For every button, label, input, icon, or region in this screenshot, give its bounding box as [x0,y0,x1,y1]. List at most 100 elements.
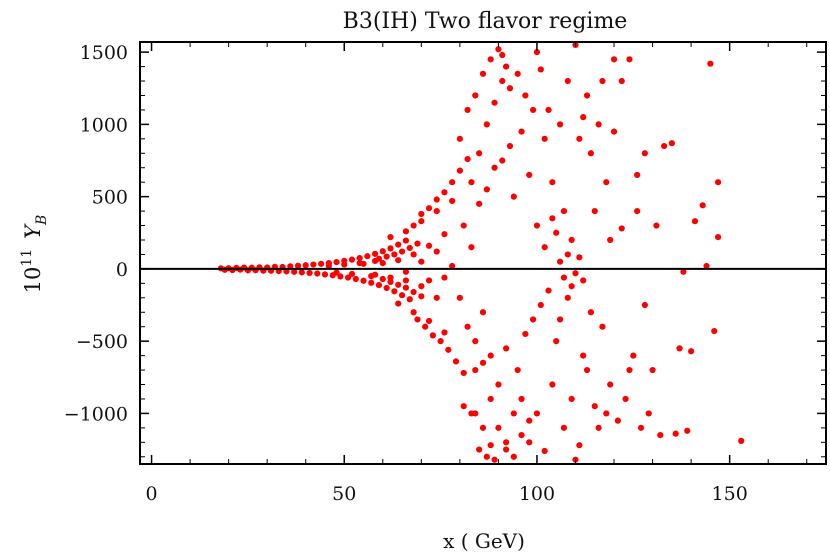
data-point [568,236,575,244]
data-point [422,323,429,330]
data-point [738,437,745,444]
data-point [711,327,718,335]
data-point [553,229,560,236]
data-point [549,381,556,388]
data-point [287,263,294,270]
x-tick-labels: 0 50 100 150 [146,483,748,505]
data-point [634,207,641,215]
x-tick-label: 50 [332,483,356,505]
data-point [641,301,648,309]
data-point [410,288,417,296]
data-point [352,275,359,283]
data-point [398,292,406,299]
data-point [691,218,699,225]
y-axis-label-variable: Y [21,223,45,239]
y-tick-label: 1500 [80,42,128,64]
data-point [441,231,448,238]
data-point [637,424,645,431]
y-tick-label: −1000 [64,403,128,425]
data-point [449,262,456,270]
data-point [572,270,579,277]
data-point [634,171,641,179]
data-point [387,274,394,281]
data-point [418,218,425,225]
data-point [714,234,722,241]
x-tick-label: 150 [712,483,748,505]
data-point [618,225,625,232]
data-point [560,207,568,215]
data-point [537,301,544,309]
data-point [533,49,541,56]
data-point [495,381,502,388]
data-point [483,121,490,128]
data-point [580,352,587,359]
data-point [626,366,633,374]
data-point [479,70,487,77]
data-point [530,106,537,114]
data-point [472,366,479,374]
data-point [472,92,479,99]
data-point [533,410,541,417]
data-point [360,277,367,284]
data-point [545,287,552,294]
data-point [333,269,340,276]
data-point [560,424,568,431]
data-point [499,51,506,59]
data-point [337,273,344,280]
data-point [630,352,637,359]
data-point [653,222,660,229]
data-point [518,395,525,403]
data-point [580,277,587,284]
svg-text:1011YB: 1011 YB [19,215,50,294]
data-point [518,431,525,439]
data-point [456,135,463,142]
data-point [464,323,471,330]
data-point [314,270,321,277]
data-point [549,179,556,186]
data-point [402,228,410,235]
data-point [560,274,568,281]
data-point [522,92,529,99]
data-point [464,155,471,163]
data-point [449,179,456,186]
data-point [348,256,356,263]
data-point [684,427,691,434]
data-point [294,262,302,269]
data-point [298,269,305,276]
data-point [410,251,417,258]
data-point [614,417,621,424]
data-point [576,442,583,449]
data-point [583,366,591,374]
data-point [468,244,475,251]
data-point [476,150,483,157]
data-point [375,255,383,262]
data-point [610,128,618,135]
data-point [402,268,410,275]
data-point [452,358,460,365]
data-point [318,260,325,267]
data-point [526,171,533,179]
data-point [618,77,625,85]
data-point [568,283,575,290]
data-point [395,300,402,307]
data-point [576,135,583,142]
data-point [688,348,695,355]
data-point [483,453,490,460]
x-tick-label: 0 [146,483,158,505]
y-tick-label: 1000 [80,114,128,136]
data-point [661,142,668,150]
data-point [506,142,514,150]
data-point [487,395,494,403]
data-point [599,77,606,85]
data-point [402,277,410,284]
data-point [418,210,425,218]
data-point [410,222,417,229]
data-point [556,121,564,128]
data-point [383,284,390,292]
data-point [533,222,541,229]
data-point [522,330,529,338]
y-axis-label: 1011 YB [19,215,50,294]
data-point [483,186,490,193]
data-point [541,244,548,251]
